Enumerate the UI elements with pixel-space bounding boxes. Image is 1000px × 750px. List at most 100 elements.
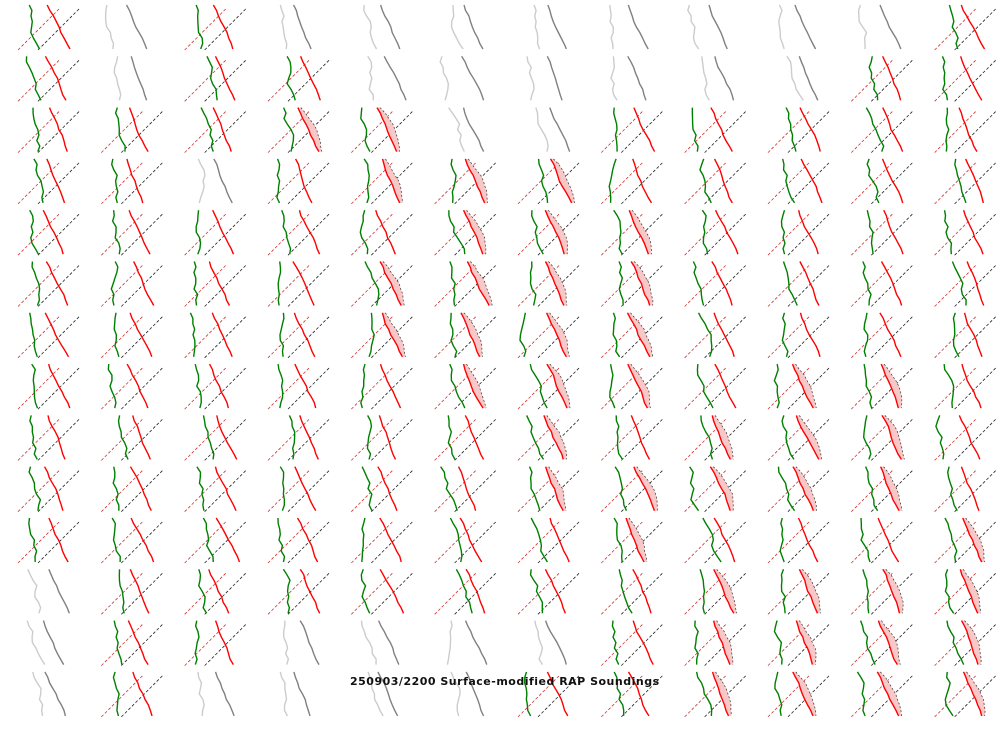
dewpoint-line — [118, 569, 125, 614]
temperature-line — [208, 261, 231, 306]
dewpoint-line — [863, 363, 873, 409]
temperature-line — [881, 56, 902, 101]
dewpoint-line — [206, 56, 218, 101]
sounding-cell — [267, 261, 331, 307]
temperature-line — [633, 107, 656, 152]
temperature-line — [880, 363, 900, 409]
temperature-line — [547, 4, 568, 50]
dewpoint-line — [450, 4, 464, 50]
temperature-line — [43, 466, 64, 511]
sounding-cell — [934, 620, 997, 666]
parcel-path — [716, 569, 738, 614]
sounding-cell — [351, 107, 414, 153]
dewpoint-line — [529, 569, 544, 614]
sounding-cell — [601, 620, 664, 666]
dewpoint-line — [694, 620, 699, 665]
dewpoint-line — [366, 415, 373, 460]
black-dashed-reference-line — [121, 520, 164, 564]
temperature-line — [132, 671, 153, 717]
black-dashed-reference-line — [787, 520, 831, 564]
sounding-cell — [367, 55, 407, 101]
temperature-line — [44, 312, 70, 358]
dewpoint-line — [781, 312, 789, 357]
sounding-cell — [857, 4, 902, 50]
sounding-cell — [687, 4, 728, 50]
temperature-line — [460, 312, 481, 358]
temperature-line — [379, 568, 405, 614]
temperature-line — [293, 312, 316, 358]
dewpoint-line — [946, 620, 965, 665]
temperature-line — [882, 568, 901, 614]
red-dashed-reference-line — [851, 520, 894, 564]
sounding-cell — [267, 466, 331, 512]
parcel-path — [965, 517, 986, 563]
black-dashed-reference-line — [121, 674, 164, 718]
sounding-cell — [851, 261, 914, 307]
temperature-line — [549, 107, 571, 152]
temperature-line — [713, 517, 736, 563]
black-dashed-reference-line — [371, 469, 414, 512]
dewpoint-line — [609, 363, 616, 409]
sounding-cell — [450, 671, 485, 717]
temperature-line — [379, 363, 402, 409]
sounding-cell — [351, 209, 414, 256]
black-dashed-reference-line — [121, 161, 164, 205]
sounding-cell — [17, 158, 81, 205]
sounding-cell — [767, 671, 831, 718]
sounding-cell — [447, 107, 485, 152]
red-dashed-reference-line — [851, 315, 894, 359]
temperature-line — [709, 466, 731, 511]
sounding-cell — [517, 569, 581, 615]
temperature-line — [299, 56, 321, 101]
temperature-line — [292, 261, 315, 306]
dewpoint-line — [439, 56, 450, 101]
temperature-line — [794, 4, 817, 50]
black-dashed-reference-line — [287, 572, 331, 615]
sounding-cell — [113, 56, 148, 101]
dewpoint-line — [449, 312, 458, 358]
black-dashed-reference-line — [121, 264, 164, 307]
dewpoint-line — [615, 415, 624, 460]
temperature-line — [714, 363, 737, 409]
sounding-cell — [434, 415, 497, 461]
sounding-cell — [851, 568, 914, 615]
sounding-cell — [17, 4, 81, 51]
sounding-cell — [434, 209, 497, 256]
black-dashed-reference-line — [37, 161, 81, 205]
sounding-cell — [601, 568, 664, 615]
parcel-path — [546, 415, 568, 460]
dewpoint-line — [113, 620, 123, 665]
red-dashed-reference-line — [101, 366, 144, 410]
temperature-line — [881, 158, 904, 204]
parcel-path — [802, 569, 821, 614]
black-dashed-reference-line — [954, 418, 997, 461]
sounding-cell — [434, 261, 497, 307]
dewpoint-line — [449, 363, 466, 409]
sounding-cell — [851, 158, 914, 205]
dewpoint-line — [361, 517, 366, 563]
temperature-line — [630, 415, 651, 460]
temperature-line — [714, 209, 739, 255]
red-dashed-reference-line — [601, 161, 644, 205]
temperature-line — [962, 517, 983, 563]
dewpoint-line — [110, 261, 119, 306]
dewpoint-line — [111, 158, 119, 204]
cape-shading — [877, 671, 902, 716]
sounding-cell — [767, 568, 831, 615]
black-dashed-reference-line — [954, 264, 997, 307]
sounding-cell — [279, 671, 311, 717]
dewpoint-line — [195, 4, 204, 50]
temperature-line — [546, 55, 563, 101]
temperature-line — [958, 107, 978, 152]
dewpoint-line — [530, 517, 548, 563]
temperature-line — [208, 569, 230, 614]
dewpoint-line — [200, 107, 214, 152]
sounding-cell — [767, 620, 831, 666]
sounding-cell — [684, 209, 747, 256]
dewpoint-line — [32, 671, 44, 717]
parcel-path — [714, 415, 734, 460]
temperature-line — [45, 261, 69, 306]
temperature-line — [964, 158, 985, 204]
sounding-cell — [601, 312, 664, 359]
sounding-cell — [101, 569, 164, 615]
